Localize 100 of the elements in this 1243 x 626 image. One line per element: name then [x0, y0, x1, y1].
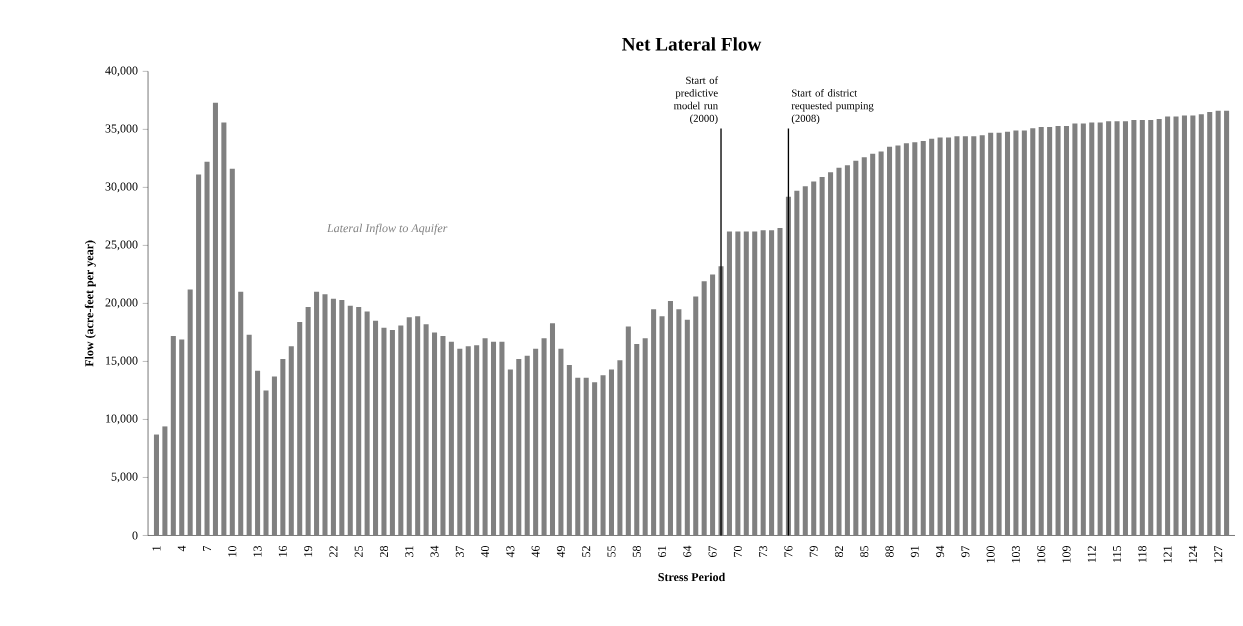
- bar: [162, 426, 168, 536]
- bar: [979, 135, 985, 536]
- x-tick-label: 22: [329, 546, 338, 557]
- bar: [288, 346, 294, 536]
- bar: [1190, 115, 1196, 536]
- x-tick-label: 94: [936, 545, 945, 558]
- bar: [566, 364, 572, 536]
- bar: [516, 359, 522, 536]
- x-tick-label: 37: [455, 545, 464, 557]
- y-tick-label: 25,000: [105, 240, 138, 251]
- bar: [625, 326, 631, 536]
- bar: [440, 335, 446, 536]
- bar: [1215, 110, 1221, 536]
- bar: [676, 309, 682, 536]
- bar: [339, 299, 345, 536]
- bar: [667, 301, 673, 536]
- bar: [255, 370, 261, 536]
- bar: [246, 334, 252, 536]
- bar: [802, 186, 808, 536]
- x-tick-label: 100: [986, 545, 995, 563]
- bar: [1013, 130, 1019, 536]
- bar: [1181, 115, 1187, 536]
- bar: [575, 377, 581, 536]
- x-tick-label: 52: [582, 546, 591, 557]
- bar: [305, 306, 311, 536]
- bar: [903, 143, 909, 536]
- x-tick-label: 106: [1037, 545, 1046, 563]
- bar: [381, 327, 387, 536]
- x-tick-label: 16: [278, 545, 287, 557]
- bar: [356, 306, 362, 536]
- bar: [280, 359, 286, 536]
- bar: [861, 157, 867, 536]
- bar: [457, 348, 463, 536]
- bar: [962, 136, 968, 536]
- x-tick-label: 115: [1113, 545, 1122, 562]
- bar: [196, 174, 202, 536]
- x-tick-label: 34: [430, 545, 439, 557]
- bar: [634, 343, 640, 536]
- bar: [1072, 123, 1078, 536]
- y-tick-label: 35,000: [105, 124, 138, 135]
- bar: [937, 137, 943, 536]
- bar: [153, 434, 159, 536]
- bar: [887, 146, 893, 536]
- x-tick-label: 25: [354, 545, 363, 557]
- bar: [423, 324, 429, 536]
- x-tick-label: 82: [834, 546, 844, 557]
- bar: [533, 348, 539, 536]
- bar: [844, 165, 850, 536]
- bar: [1055, 125, 1061, 536]
- bar: [1139, 120, 1145, 536]
- bar: [1004, 131, 1011, 536]
- annotation: Lateral Inflow to Aquifer: [326, 223, 448, 235]
- x-tick-label: 76: [784, 545, 793, 557]
- y-axis-title: Flow (acre-feet per year): [84, 240, 96, 367]
- bar: [929, 138, 935, 536]
- x-tick-label: 79: [809, 545, 818, 557]
- bar: [760, 230, 766, 536]
- bar: [1207, 111, 1213, 536]
- bar: [651, 309, 657, 536]
- bar: [229, 168, 235, 536]
- bar: [828, 172, 834, 536]
- x-tick-label: 64: [683, 545, 692, 557]
- ref-line-label: Start of predictive model run (2000): [673, 76, 719, 125]
- y-tick-label: 40,000: [105, 66, 138, 77]
- bar: [996, 132, 1002, 536]
- y-tick-label: 5,000: [111, 472, 138, 483]
- bar: [600, 375, 606, 536]
- bar: [701, 281, 707, 536]
- bar: [364, 311, 370, 536]
- bar: [1089, 122, 1095, 536]
- bar: [1080, 123, 1086, 536]
- bar: [878, 151, 884, 536]
- bar: [170, 335, 176, 536]
- x-tick-label: 13: [253, 545, 262, 557]
- x-tick-label: 7: [203, 545, 211, 551]
- bar: [752, 231, 758, 536]
- bar: [870, 153, 876, 536]
- x-tick-label: 88: [885, 545, 894, 557]
- bar: [710, 274, 716, 536]
- y-tick-label: 20,000: [105, 298, 138, 309]
- x-axis-title: Stress Period: [658, 572, 726, 582]
- bar: [794, 190, 800, 536]
- bar: [1063, 125, 1070, 536]
- bar: [971, 136, 977, 536]
- bar: [819, 176, 825, 536]
- bar: [524, 355, 530, 536]
- bar: [398, 325, 404, 536]
- y-tick-label: 0: [132, 531, 138, 540]
- bar: [1106, 121, 1112, 536]
- x-tick-label: 70: [733, 545, 742, 557]
- bar: [617, 360, 623, 536]
- x-tick-label: 109: [1062, 545, 1071, 563]
- x-tick-label: 43: [506, 545, 515, 558]
- bar: [490, 341, 497, 536]
- bar: [482, 338, 488, 536]
- bar: [297, 321, 303, 536]
- bar: [1114, 121, 1120, 536]
- x-tick-label: 85: [860, 545, 869, 557]
- bar: [1148, 120, 1154, 536]
- bar: [263, 390, 269, 536]
